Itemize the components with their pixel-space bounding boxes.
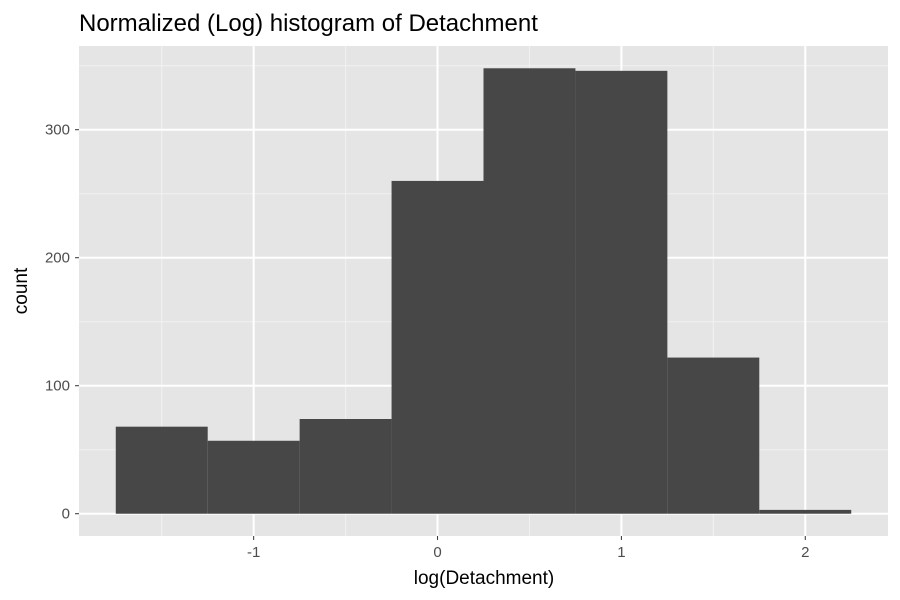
chart-title: Normalized (Log) histogram of Detachment <box>79 10 538 37</box>
histogram-bar <box>391 180 484 514</box>
y-axis: 0 100 200 300 <box>45 122 79 523</box>
y-tick-label: 200 <box>45 250 70 267</box>
histogram-bars <box>115 68 852 514</box>
histogram-bar <box>483 68 576 514</box>
histogram-bar <box>575 70 668 514</box>
x-tick-label: -1 <box>247 544 260 561</box>
y-axis-title: count <box>11 267 32 314</box>
histogram-bar <box>115 426 208 514</box>
histogram-bar <box>759 509 852 514</box>
y-tick-label: 300 <box>45 122 70 139</box>
histogram-bar <box>667 357 760 514</box>
x-axis: -1 0 1 2 <box>247 536 809 561</box>
histogram-bar <box>299 419 392 514</box>
x-tick-label: 1 <box>617 544 625 561</box>
x-tick-label: 2 <box>801 544 809 561</box>
y-tick-label: 0 <box>62 506 70 523</box>
x-axis-title: log(Detachment) <box>414 568 554 589</box>
histogram-bar <box>207 440 300 514</box>
x-tick-label: 0 <box>433 544 441 561</box>
y-tick-label: 100 <box>45 378 70 395</box>
